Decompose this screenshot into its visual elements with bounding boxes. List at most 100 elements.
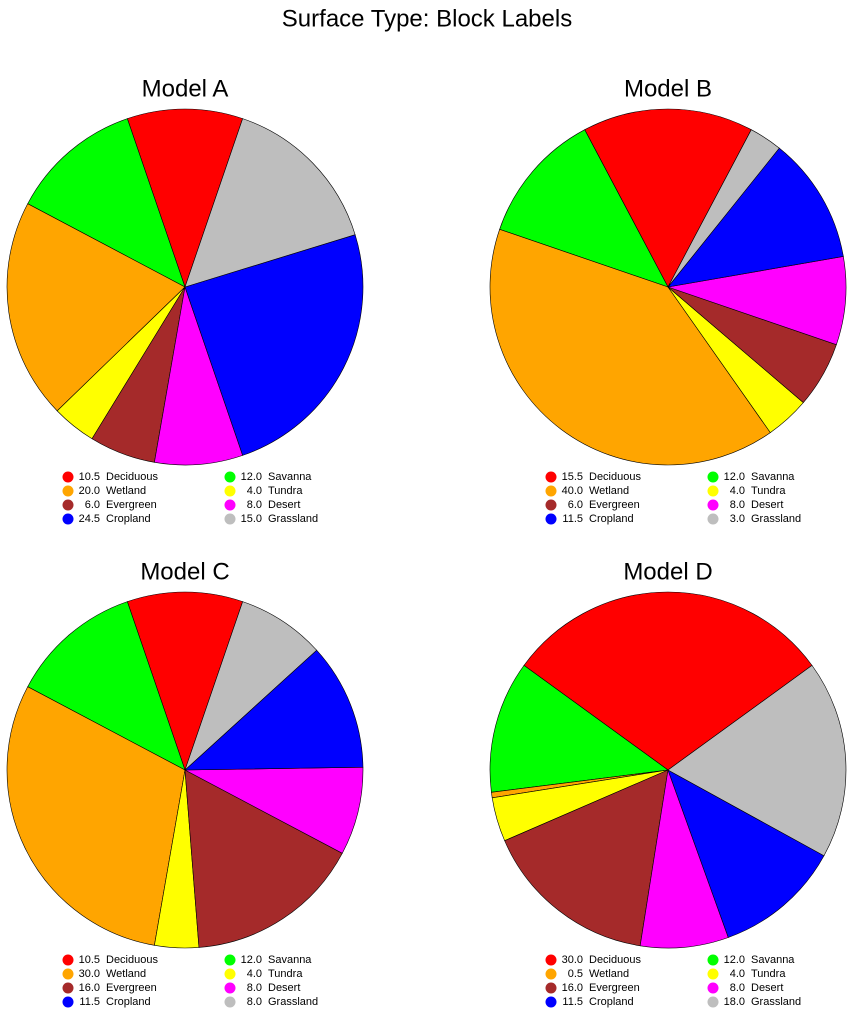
pie-slice [154, 286, 244, 466]
legend-label: Cropland [589, 513, 634, 525]
legend-label: Evergreen [589, 982, 640, 994]
legend-value: 10.5 [79, 471, 100, 483]
pie-slice [184, 769, 343, 948]
legend-label: Cropland [106, 513, 151, 525]
legend-swatch [224, 471, 236, 483]
legend-label: Tundra [751, 968, 786, 980]
legend-swatch [545, 499, 557, 511]
pie-slice [667, 769, 825, 938]
legend-label: Cropland [589, 996, 634, 1008]
legend-value: 11.5 [562, 513, 583, 525]
legend-swatch [224, 968, 236, 980]
legend-value: 12.0 [241, 471, 262, 483]
pie-slice [499, 129, 669, 288]
pie-slice [6, 686, 186, 946]
legend-swatch [62, 954, 74, 966]
legend-value: 4.0 [730, 968, 745, 980]
pie-slice [126, 108, 244, 288]
legend-value: 15.0 [241, 513, 262, 525]
legend-swatch [545, 954, 557, 966]
legend-label: Savanna [751, 954, 795, 966]
legend-label: Deciduous [589, 954, 641, 966]
legend-label: Savanna [268, 954, 312, 966]
pie-slice [126, 591, 244, 771]
pie-slice [184, 118, 356, 288]
legend-value: 30.0 [562, 954, 583, 966]
legend-value: 15.5 [562, 471, 583, 483]
legend-label: Savanna [751, 471, 795, 483]
legend-value: 16.0 [79, 982, 100, 994]
legend-label: Deciduous [589, 471, 641, 483]
legend-swatch [62, 982, 74, 994]
legend-value: 40.0 [562, 485, 583, 497]
legend-label: Desert [751, 982, 783, 994]
legend-swatch [224, 982, 236, 994]
legend-swatch [545, 485, 557, 497]
legend-value: 3.0 [730, 513, 745, 525]
pie-slice [184, 601, 318, 771]
legend-label: Evergreen [589, 499, 640, 511]
legend-label: Tundra [268, 485, 303, 497]
legend-swatch [62, 996, 74, 1008]
legend-label: Wetland [589, 485, 629, 497]
legend-value: 11.5 [562, 996, 583, 1008]
legend-label: Grassland [268, 996, 318, 1008]
legend-swatch [62, 513, 74, 525]
legend-label: Wetland [106, 485, 146, 497]
legend-value: 30.0 [79, 968, 100, 980]
legend-label: Grassland [751, 513, 801, 525]
legend-value: 12.0 [241, 954, 262, 966]
pie-slice [27, 118, 186, 288]
pie-title: Model B [624, 75, 712, 102]
legend-label: Tundra [751, 485, 786, 497]
legend-swatch [707, 499, 719, 511]
legend-value: 12.0 [724, 954, 745, 966]
legend-value: 18.0 [724, 996, 745, 1008]
legend-swatch [224, 499, 236, 511]
legend-swatch [62, 471, 74, 483]
legend-value: 4.0 [247, 485, 262, 497]
pie-title: Model D [623, 558, 712, 585]
legend-label: Desert [268, 982, 300, 994]
pie-slice [584, 108, 752, 288]
legend-swatch [707, 968, 719, 980]
pie-slice [489, 228, 771, 466]
pie-slice [27, 601, 186, 771]
legend-swatch [545, 968, 557, 980]
legend-swatch [62, 499, 74, 511]
pie-slice [489, 664, 669, 793]
legend-swatch [707, 982, 719, 994]
pie-title: Model C [140, 558, 229, 585]
legend-value: 8.0 [730, 982, 745, 994]
legend-label: Desert [268, 499, 300, 511]
legend-swatch [707, 954, 719, 966]
legend-swatch [62, 485, 74, 497]
legend-label: Evergreen [106, 982, 157, 994]
legend-value: 0.5 [568, 968, 583, 980]
legend-swatch [224, 954, 236, 966]
legend-label: Tundra [268, 968, 303, 980]
legend-swatch [224, 485, 236, 497]
legend-value: 8.0 [247, 996, 262, 1008]
page-title: Surface Type: Block Labels [282, 5, 572, 32]
legend-swatch [224, 996, 236, 1008]
legend-value: 20.0 [79, 485, 100, 497]
legend-label: Deciduous [106, 471, 158, 483]
pie-slice [667, 147, 844, 288]
pie-slice [6, 203, 186, 412]
legend-label: Deciduous [106, 954, 158, 966]
pie-slice [667, 129, 780, 288]
legend-swatch [545, 513, 557, 525]
legend-value: 4.0 [247, 968, 262, 980]
legend-value: 6.0 [568, 499, 583, 511]
legend-label: Savanna [268, 471, 312, 483]
legend-value: 11.5 [79, 996, 100, 1008]
legend-value: 6.0 [85, 499, 100, 511]
pie-slice [184, 766, 364, 854]
pie-slice [504, 769, 669, 947]
legend-value: 4.0 [730, 485, 745, 497]
legend-swatch [707, 996, 719, 1008]
legend-label: Grassland [751, 996, 801, 1008]
pie-slice [667, 664, 847, 857]
